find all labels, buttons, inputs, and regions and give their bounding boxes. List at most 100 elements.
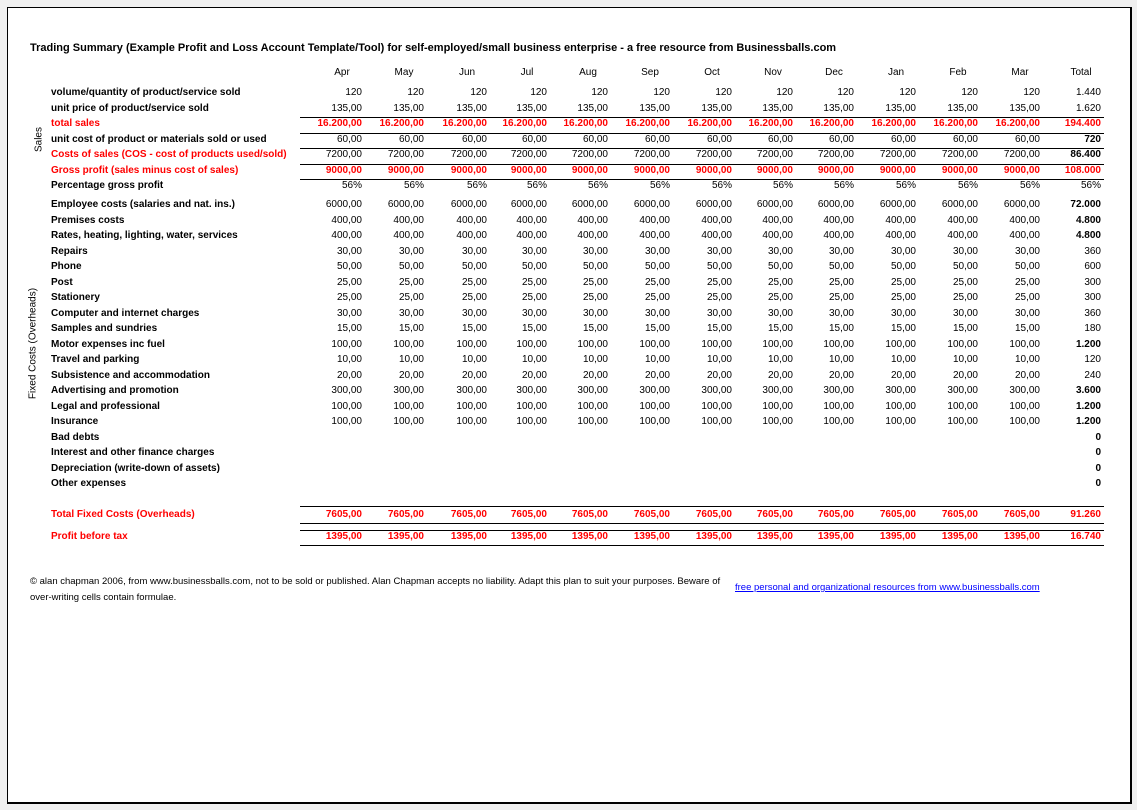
cell-jan[interactable]: 100,00 [885, 339, 916, 350]
cell-oct[interactable]: 120 [715, 87, 732, 98]
cell-apr[interactable]: 20,00 [336, 370, 362, 381]
cell-feb[interactable]: 20,00 [952, 370, 978, 381]
cell-nov[interactable]: 30,00 [767, 308, 793, 319]
cell-jan[interactable]: 300,00 [885, 385, 916, 396]
cell-apr[interactable]: 7605,00 [325, 509, 362, 520]
cell-jan[interactable]: 60,00 [890, 134, 916, 145]
cell-feb[interactable]: 7200,00 [941, 149, 978, 160]
cell-may[interactable]: 100,00 [393, 416, 424, 427]
cell-mar[interactable]: 60,00 [1014, 134, 1040, 145]
cell-jan[interactable]: 100,00 [885, 401, 916, 412]
cell-aug[interactable]: 6000,00 [571, 199, 608, 210]
cell-mar[interactable]: 25,00 [1014, 277, 1040, 288]
cell-may[interactable]: 25,00 [398, 292, 424, 303]
cell-total[interactable]: 1.200 [1075, 401, 1101, 412]
cell-oct[interactable]: 30,00 [706, 246, 732, 257]
cell-nov[interactable]: 400,00 [762, 230, 793, 241]
cell-mar[interactable]: 120 [1023, 87, 1040, 98]
cell-mar[interactable]: 20,00 [1014, 370, 1040, 381]
cell-jun[interactable]: 25,00 [461, 277, 487, 288]
cell-dec[interactable]: 56% [833, 180, 854, 191]
cell-may[interactable]: 100,00 [393, 401, 424, 412]
cell-apr[interactable]: 16.200,00 [317, 118, 363, 129]
cell-total[interactable]: 108.000 [1064, 165, 1101, 176]
cell-sep[interactable]: 400,00 [639, 215, 670, 226]
cell-oct[interactable]: 100,00 [701, 401, 732, 412]
cell-mar[interactable]: 50,00 [1014, 261, 1040, 272]
cell-jun[interactable]: 10,00 [461, 354, 487, 365]
cell-apr[interactable]: 100,00 [331, 401, 362, 412]
cell-nov[interactable]: 120 [776, 87, 793, 98]
cell-dec[interactable]: 7605,00 [817, 509, 854, 520]
cell-jun[interactable]: 30,00 [461, 308, 487, 319]
cell-jan[interactable]: 25,00 [890, 292, 916, 303]
cell-mar[interactable]: 7200,00 [1003, 149, 1040, 160]
cell-may[interactable]: 56% [403, 180, 424, 191]
cell-mar[interactable]: 6000,00 [1003, 199, 1040, 210]
cell-apr[interactable]: 135,00 [331, 103, 362, 114]
cell-dec[interactable]: 30,00 [828, 308, 854, 319]
cell-jun[interactable]: 400,00 [456, 215, 487, 226]
cell-feb[interactable]: 120 [961, 87, 978, 98]
cell-feb[interactable]: 60,00 [952, 134, 978, 145]
cell-may[interactable]: 7200,00 [387, 149, 424, 160]
cell-nov[interactable]: 100,00 [762, 416, 793, 427]
cell-oct[interactable]: 9000,00 [695, 165, 732, 176]
cell-sep[interactable]: 30,00 [644, 246, 670, 257]
cell-apr[interactable]: 25,00 [336, 292, 362, 303]
cell-dec[interactable]: 16.200,00 [809, 118, 855, 129]
cell-feb[interactable]: 100,00 [947, 339, 978, 350]
cell-dec[interactable]: 1395,00 [817, 531, 854, 542]
cell-aug[interactable]: 7200,00 [571, 149, 608, 160]
cell-mar[interactable]: 400,00 [1009, 230, 1040, 241]
cell-nov[interactable]: 100,00 [762, 401, 793, 412]
cell-mar[interactable]: 56% [1019, 180, 1040, 191]
cell-dec[interactable]: 15,00 [828, 323, 854, 334]
cell-apr[interactable]: 120 [345, 87, 362, 98]
cell-dec[interactable]: 100,00 [823, 416, 854, 427]
cell-jun[interactable]: 400,00 [456, 230, 487, 241]
cell-sep[interactable]: 120 [653, 87, 670, 98]
cell-oct[interactable]: 25,00 [706, 277, 732, 288]
cell-may[interactable]: 30,00 [398, 246, 424, 257]
cell-aug[interactable]: 1395,00 [571, 531, 608, 542]
cell-dec[interactable]: 6000,00 [817, 199, 854, 210]
cell-may[interactable]: 9000,00 [387, 165, 424, 176]
businessballs-link[interactable]: free personal and organizational resourc… [735, 582, 1040, 593]
cell-mar[interactable]: 100,00 [1009, 339, 1040, 350]
cell-nov[interactable]: 135,00 [762, 103, 793, 114]
cell-jul[interactable]: 100,00 [516, 401, 547, 412]
cell-jul[interactable]: 10,00 [521, 354, 547, 365]
cell-jul[interactable]: 1395,00 [510, 531, 547, 542]
cell-feb[interactable]: 25,00 [952, 277, 978, 288]
cell-sep[interactable]: 7605,00 [633, 509, 670, 520]
cell-sep[interactable]: 56% [649, 180, 670, 191]
cell-apr[interactable]: 100,00 [331, 339, 362, 350]
cell-jun[interactable]: 7200,00 [450, 149, 487, 160]
cell-total[interactable]: 120 [1084, 354, 1101, 365]
cell-oct[interactable]: 56% [711, 180, 732, 191]
cell-jul[interactable]: 135,00 [516, 103, 547, 114]
cell-aug[interactable]: 15,00 [582, 323, 608, 334]
cell-apr[interactable]: 30,00 [336, 308, 362, 319]
cell-jan[interactable]: 7200,00 [879, 149, 916, 160]
cell-oct[interactable]: 300,00 [701, 385, 732, 396]
cell-jan[interactable]: 400,00 [885, 215, 916, 226]
cell-apr[interactable]: 7200,00 [325, 149, 362, 160]
cell-feb[interactable]: 30,00 [952, 246, 978, 257]
cell-oct[interactable]: 100,00 [701, 416, 732, 427]
cell-nov[interactable]: 400,00 [762, 215, 793, 226]
cell-jun[interactable]: 120 [470, 87, 487, 98]
cell-dec[interactable]: 9000,00 [817, 165, 854, 176]
cell-aug[interactable]: 100,00 [577, 416, 608, 427]
cell-feb[interactable]: 30,00 [952, 308, 978, 319]
cell-jan[interactable]: 30,00 [890, 308, 916, 319]
cell-jul[interactable]: 16.200,00 [502, 118, 548, 129]
cell-jun[interactable]: 30,00 [461, 246, 487, 257]
cell-jul[interactable]: 400,00 [516, 215, 547, 226]
cell-aug[interactable]: 30,00 [582, 246, 608, 257]
cell-total[interactable]: 0 [1095, 432, 1101, 443]
cell-may[interactable]: 16.200,00 [379, 118, 425, 129]
cell-total[interactable]: 4.800 [1075, 230, 1101, 241]
cell-aug[interactable]: 135,00 [577, 103, 608, 114]
